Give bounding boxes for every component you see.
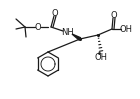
Text: OH: OH [94, 52, 108, 61]
Text: O: O [52, 9, 58, 18]
Text: O: O [111, 10, 117, 20]
Polygon shape [72, 34, 81, 40]
Text: OH: OH [120, 24, 132, 33]
Text: NH: NH [61, 28, 73, 37]
Text: O: O [35, 22, 41, 31]
